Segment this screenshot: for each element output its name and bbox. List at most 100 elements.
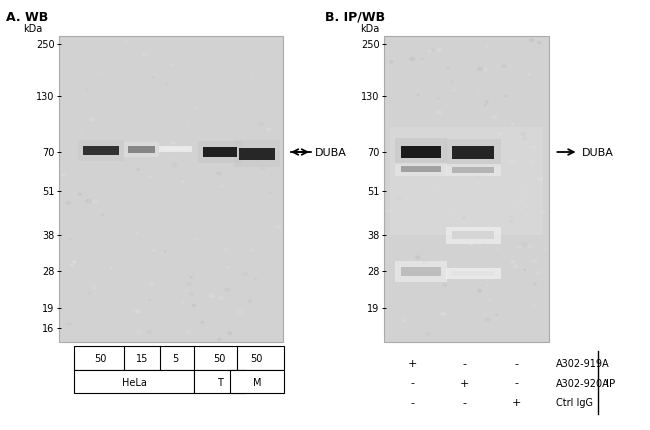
Circle shape [477,175,480,177]
Circle shape [240,149,244,151]
Circle shape [181,181,184,183]
Circle shape [523,138,526,140]
Bar [452,271,494,276]
Circle shape [136,310,140,313]
Circle shape [101,215,103,216]
Circle shape [93,200,98,204]
Text: 130: 130 [36,92,55,102]
Circle shape [274,173,275,175]
Circle shape [512,124,514,126]
Bar [401,146,441,158]
Circle shape [504,95,507,98]
Circle shape [244,157,249,160]
Circle shape [437,99,439,100]
Text: 16: 16 [42,323,55,333]
Text: HeLa: HeLa [122,377,146,387]
Text: 15: 15 [135,353,148,363]
Circle shape [511,217,513,218]
Circle shape [452,82,453,83]
Circle shape [227,332,231,335]
Circle shape [478,290,481,292]
Circle shape [189,292,194,295]
Circle shape [269,158,274,161]
Circle shape [188,126,190,127]
Circle shape [234,149,239,152]
Bar [239,148,274,160]
Circle shape [69,323,71,325]
Circle shape [164,251,166,252]
Circle shape [415,256,420,259]
Circle shape [483,69,487,71]
Circle shape [538,42,541,45]
Circle shape [502,65,506,68]
Circle shape [209,295,214,298]
Text: 38: 38 [367,230,380,240]
Circle shape [219,297,223,299]
Circle shape [266,129,271,132]
Circle shape [137,169,139,171]
Text: -: - [463,397,467,407]
Circle shape [478,68,483,71]
Circle shape [452,90,456,92]
Circle shape [441,313,445,316]
Bar [128,147,155,154]
Circle shape [498,133,502,136]
Circle shape [238,311,242,314]
Text: B. IP/WB: B. IP/WB [325,11,385,24]
Bar [395,139,447,166]
Circle shape [220,186,224,188]
Circle shape [487,285,488,286]
Circle shape [153,250,155,252]
Circle shape [387,210,391,213]
Bar [384,37,549,342]
Circle shape [410,58,415,61]
Text: -: - [463,358,467,369]
Circle shape [252,250,254,251]
Circle shape [484,104,487,107]
Circle shape [434,49,437,50]
Circle shape [218,338,221,341]
Circle shape [486,318,490,321]
Text: M: M [252,377,261,387]
Circle shape [519,191,521,193]
Text: 50: 50 [94,353,107,363]
Text: +: + [460,378,469,388]
Circle shape [405,169,408,171]
Circle shape [422,261,427,264]
Circle shape [143,54,148,57]
Circle shape [524,270,526,271]
Bar [446,165,500,177]
Bar [194,370,245,393]
Text: -: - [515,358,519,369]
Text: T: T [216,377,223,387]
Circle shape [497,249,499,250]
Circle shape [172,143,176,145]
Text: 51: 51 [367,186,380,197]
Circle shape [495,318,497,319]
Text: 70: 70 [42,147,55,158]
Text: +: + [512,397,521,407]
Circle shape [408,227,410,228]
Bar [74,346,283,370]
Circle shape [86,90,87,91]
Circle shape [445,276,448,279]
Circle shape [488,299,492,302]
Text: 51: 51 [42,186,55,197]
Circle shape [248,301,251,302]
Bar [446,268,500,280]
Bar [452,232,494,240]
Circle shape [402,320,406,322]
Circle shape [277,226,281,228]
Circle shape [149,176,153,179]
Circle shape [510,160,514,163]
Text: 28: 28 [367,267,380,277]
Circle shape [136,233,138,234]
Bar [74,370,194,393]
Circle shape [451,211,455,213]
Circle shape [437,49,441,52]
Text: Ctrl IgG: Ctrl IgG [556,397,593,407]
Circle shape [528,246,532,248]
Circle shape [510,221,513,223]
Circle shape [427,333,430,335]
Bar [230,370,283,393]
